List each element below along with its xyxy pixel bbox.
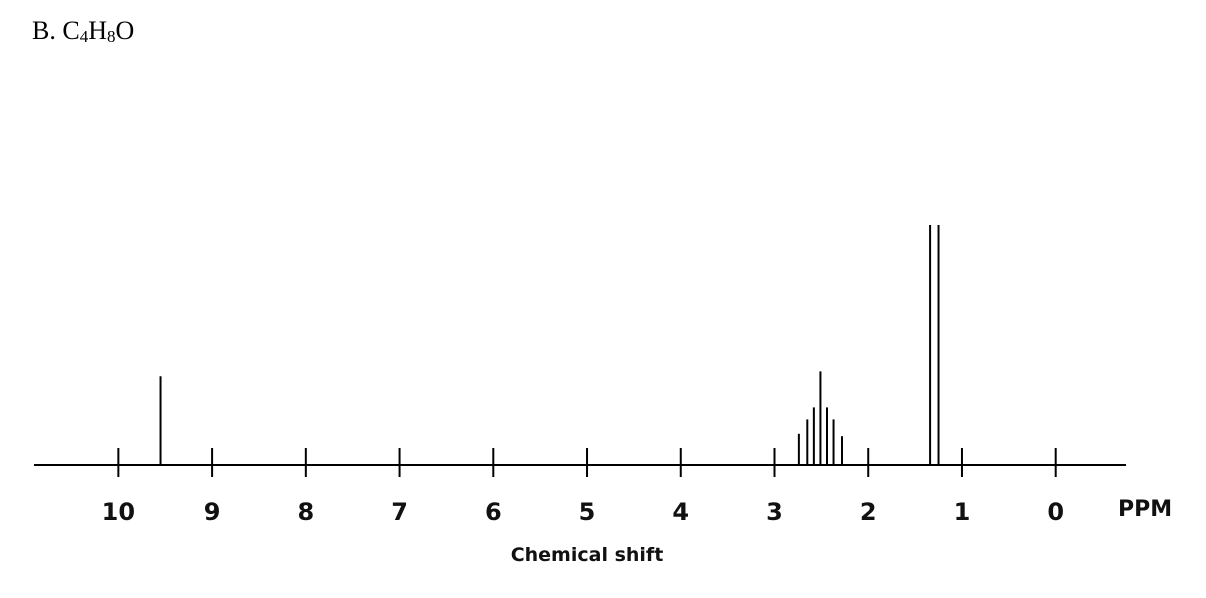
peak-doublet	[929, 225, 940, 465]
tick-label: 6	[485, 498, 502, 526]
tick-label: 0	[1047, 498, 1064, 526]
tick-label: 9	[204, 498, 221, 526]
unit-label: PPM	[1118, 497, 1172, 522]
tick-label: 8	[297, 498, 314, 526]
question-letter: B.	[32, 16, 56, 45]
formula-element: O	[115, 16, 135, 45]
formula-element: C	[62, 16, 80, 45]
peaks	[159, 225, 940, 465]
tick-marks	[117, 448, 1057, 477]
formula-subscript: 4	[79, 27, 89, 46]
tick-labels: 10 9 8 7 6 5 4 3 2 1 0	[102, 498, 1064, 526]
formula-element: H	[88, 16, 107, 45]
tick-label: 10	[102, 498, 135, 526]
formula-subscript: 8	[106, 27, 116, 46]
tick-label: 5	[579, 498, 596, 526]
question-label: B. C4H8O	[32, 16, 134, 47]
x-axis-title: Chemical shift	[511, 544, 664, 566]
tick-label: 2	[860, 498, 877, 526]
tick-label: 4	[672, 498, 689, 526]
peak-multiplet	[797, 371, 843, 465]
molecular-formula: C4H8O	[62, 16, 135, 46]
tick-label: 1	[954, 498, 971, 526]
tick-label: 7	[391, 498, 408, 526]
tick-label: 3	[766, 498, 783, 526]
